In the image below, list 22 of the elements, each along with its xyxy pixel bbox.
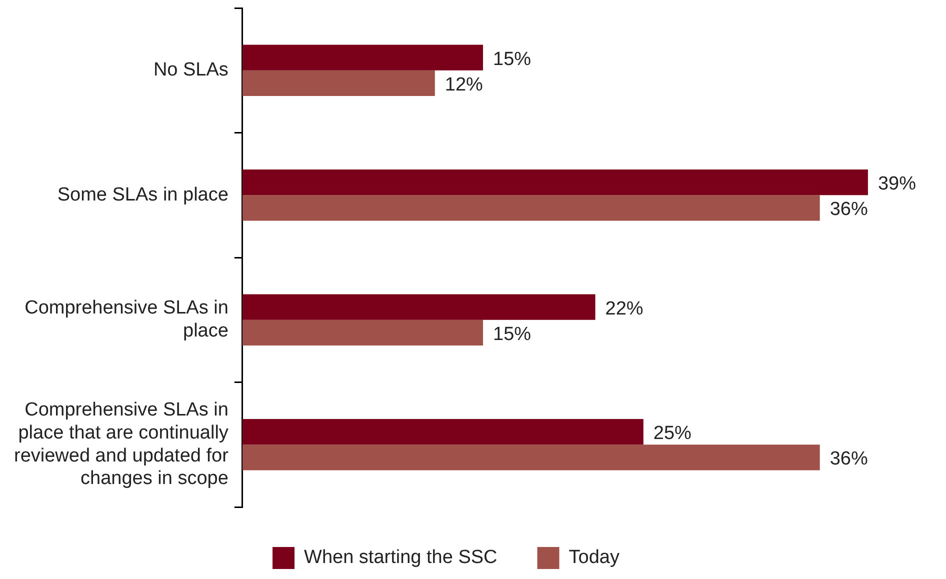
bar: [242, 195, 820, 221]
y-tick-label: Some SLAs in place: [57, 184, 228, 206]
bar: [242, 294, 596, 320]
data-label: 36%: [830, 448, 868, 470]
data-label: 36%: [830, 199, 868, 220]
bar: [242, 70, 435, 96]
bar: [242, 44, 484, 70]
bar: [242, 320, 484, 346]
legend-label: When starting the SSC: [304, 547, 498, 568]
data-label: 22%: [605, 298, 644, 320]
legend-label: Today: [568, 547, 620, 568]
data-label: 15%: [493, 324, 532, 345]
bar: [242, 419, 644, 445]
y-tick-label: Comprehensive SLAs in place: [24, 298, 228, 342]
data-label: 15%: [493, 48, 532, 70]
data-label: 12%: [444, 74, 484, 96]
bar: [242, 170, 868, 196]
data-label: 25%: [653, 423, 692, 444]
y-tick-label: Comprehensive SLAs in place that are continually reviewed and updated for changes in scope: [14, 400, 230, 490]
bar: [242, 444, 820, 470]
y-tick-label: No SLAs: [153, 60, 228, 81]
data-label: 39%: [878, 174, 916, 195]
